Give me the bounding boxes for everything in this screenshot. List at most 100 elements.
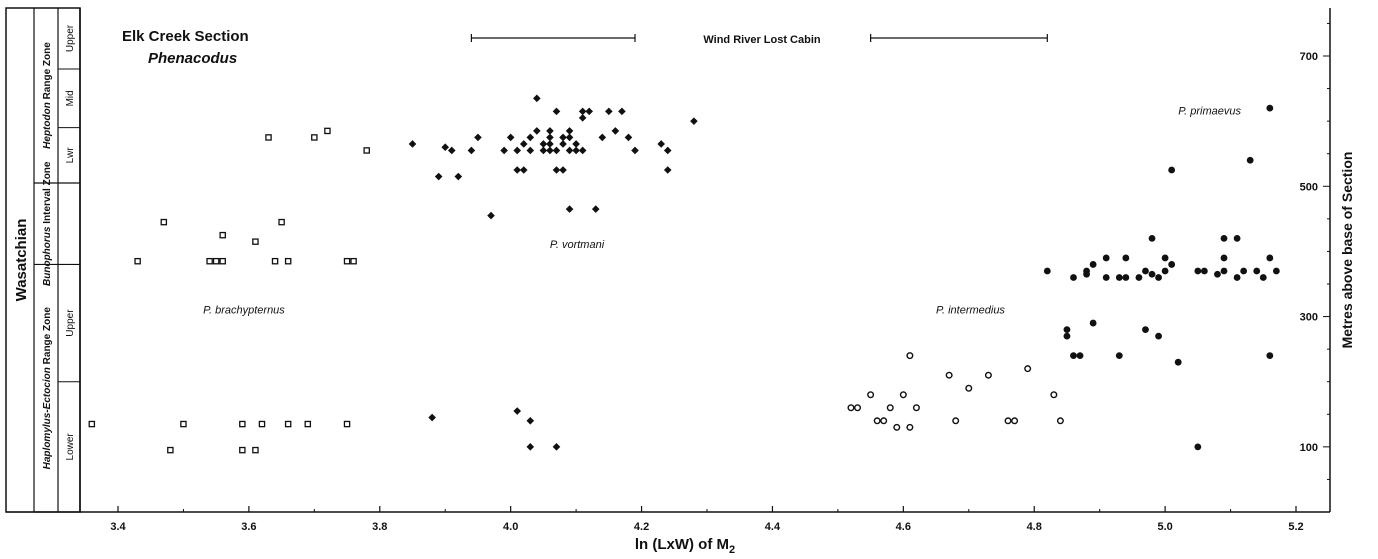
data-point — [343, 420, 351, 428]
data-point — [513, 146, 522, 155]
zone-label: Heptodon Range Zone — [42, 42, 53, 149]
data-point — [258, 420, 266, 428]
subzone-label: Mid — [65, 90, 76, 106]
data-point — [467, 146, 476, 155]
data-point — [506, 133, 515, 142]
data-point — [252, 238, 259, 245]
data-point — [880, 417, 888, 425]
data-point — [559, 133, 567, 142]
data-point — [559, 166, 567, 174]
series-label: P. intermedius — [936, 304, 1005, 316]
zone-genus: Bunophorus — [42, 224, 53, 286]
data-point — [598, 133, 607, 142]
data-point — [546, 146, 554, 155]
data-point — [552, 443, 561, 451]
data-point — [1142, 326, 1149, 333]
x-tick-label: 4.6 — [896, 521, 911, 533]
x-tick-label: 3.4 — [110, 521, 126, 533]
data-point — [1004, 417, 1012, 425]
chart-title: Elk Creek Section — [122, 28, 249, 45]
data-point — [631, 146, 639, 155]
data-point — [160, 218, 168, 226]
data-point — [134, 257, 141, 265]
data-point — [565, 205, 574, 213]
data-point — [252, 446, 259, 454]
data-point — [311, 134, 318, 141]
series-label: P. brachypternus — [203, 304, 285, 316]
range-bars — [470, 34, 1048, 42]
data-point — [605, 107, 613, 116]
data-point — [513, 407, 522, 415]
y-tick-label: 500 — [1300, 181, 1318, 193]
data-point — [624, 133, 633, 142]
x-tick-label: 3.6 — [241, 521, 256, 533]
data-point — [578, 146, 587, 155]
data-point — [1024, 365, 1032, 373]
subzone-label: Lwr — [65, 147, 76, 164]
series-p-vortmani — [408, 94, 698, 451]
data-point — [572, 146, 580, 155]
data-point — [88, 420, 96, 428]
data-point — [1102, 274, 1110, 281]
subzone-label: Lower — [65, 433, 76, 461]
data-point — [1220, 267, 1228, 275]
data-point — [1063, 332, 1071, 340]
data-point — [912, 404, 920, 412]
data-point — [1155, 274, 1162, 281]
data-point — [474, 133, 482, 142]
data-point — [428, 413, 436, 422]
data-point — [1266, 352, 1274, 360]
data-point — [539, 146, 548, 155]
data-point — [552, 107, 561, 116]
data-point — [454, 172, 463, 181]
data-point — [952, 417, 960, 425]
data-point — [663, 146, 672, 155]
data-point — [578, 114, 587, 122]
y-tick-label: 100 — [1300, 442, 1318, 454]
data-point — [239, 420, 246, 428]
range-label: Wind River Lost Cabin — [703, 34, 821, 46]
data-point — [1161, 254, 1169, 262]
series-p-primaevus — [1043, 104, 1280, 451]
data-point — [1115, 352, 1123, 360]
data-point — [363, 147, 370, 154]
data-point — [591, 205, 600, 213]
series-p-brachypternus — [88, 127, 370, 454]
data-point — [343, 257, 351, 265]
data-point — [1253, 267, 1261, 275]
data-point — [565, 133, 574, 142]
data-point — [1142, 267, 1149, 275]
data-point — [559, 140, 567, 148]
data-point — [324, 127, 331, 135]
data-point — [1122, 274, 1130, 281]
data-point — [546, 127, 554, 135]
data-point — [1043, 267, 1051, 275]
data-point — [533, 94, 541, 103]
data-point — [1266, 254, 1274, 262]
x-tick-label: 4.0 — [503, 521, 518, 533]
data-point — [284, 420, 292, 428]
data-point — [585, 107, 593, 116]
data-point — [657, 140, 665, 148]
series-p-intermedius — [847, 352, 1064, 431]
zone-type: Interval Zone — [42, 161, 53, 224]
data-point — [539, 140, 548, 148]
data-point — [447, 146, 456, 155]
data-point — [219, 257, 226, 265]
data-point — [1174, 358, 1182, 366]
stage-label: Wasatchian — [13, 219, 30, 302]
data-point — [212, 257, 220, 265]
data-point — [278, 218, 285, 226]
series-labels: P. brachypternus P. vortmani P. intermediu… — [203, 106, 1241, 317]
data-point — [441, 143, 450, 151]
data-point — [533, 127, 541, 135]
data-point — [906, 423, 914, 431]
x-tick-label: 5.2 — [1288, 521, 1303, 533]
data-point — [1266, 104, 1274, 112]
data-point — [893, 423, 901, 431]
data-point — [618, 107, 626, 116]
data-point — [546, 140, 554, 148]
data-point — [1272, 267, 1280, 275]
y-axis: 100 300 500 700 — [1300, 22, 1330, 513]
